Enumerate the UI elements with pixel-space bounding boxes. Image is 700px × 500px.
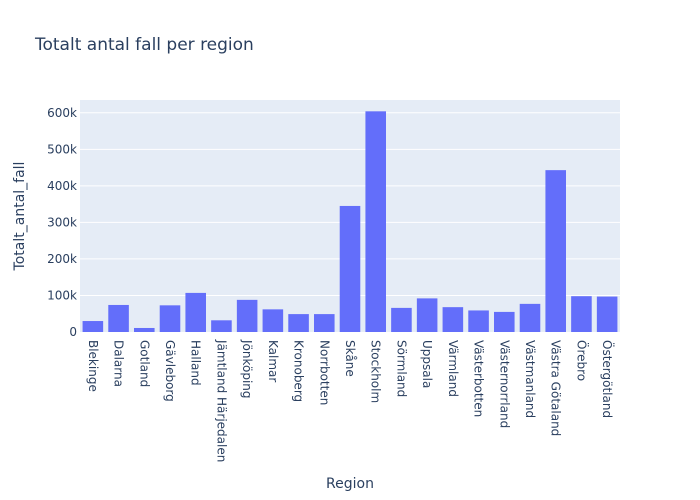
y-tick-label: 500k [47, 142, 77, 156]
x-tick-label: Västernorrland [497, 340, 511, 428]
bar [108, 304, 129, 332]
x-tick-label: Gävleborg [163, 340, 177, 402]
y-tick-label: 100k [47, 288, 77, 302]
x-tick-label: Gotland [137, 340, 151, 387]
x-tick-label: Kalmar [266, 340, 280, 382]
bar [545, 170, 566, 332]
x-tick-label: Västmanland [523, 340, 537, 418]
bar [468, 310, 489, 332]
bar [185, 292, 206, 332]
bar [339, 205, 361, 332]
y-tick-label: 0 [69, 325, 77, 339]
bar [288, 314, 309, 332]
bar [416, 298, 438, 332]
y-tick-label: 300k [47, 215, 77, 229]
bar [236, 299, 258, 332]
x-tick-label: Uppsala [420, 340, 434, 388]
x-tick-label: Kronoberg [292, 340, 306, 402]
bar [262, 309, 284, 332]
x-axis-title: Region [326, 476, 374, 492]
bar [82, 321, 104, 332]
x-tick-label: Dalarna [112, 340, 126, 387]
x-tick-label: Värmland [446, 340, 460, 397]
x-tick-label: Sörmland [394, 340, 408, 397]
bar [365, 111, 386, 332]
x-tick-label: Västerbotten [472, 340, 486, 417]
bar [211, 320, 232, 332]
x-tick-label: Västra Götaland [549, 340, 563, 436]
bar [159, 305, 181, 332]
y-tick-labels: 0 100k 200k 300k 400k 500k 600k [47, 106, 77, 339]
x-tick-label: Halland [189, 340, 203, 386]
y-tick-label: 200k [47, 252, 77, 266]
x-tick-label: Blekinge [86, 340, 100, 392]
x-tick-label: Skåne [343, 340, 357, 377]
bar [314, 314, 335, 332]
bar [596, 296, 618, 332]
y-tick-label: 600k [47, 106, 77, 120]
bar [134, 327, 155, 332]
chart-title: Totalt antal fall per region [34, 35, 254, 55]
x-tick-label: Östergötland [600, 340, 616, 418]
bar [571, 296, 592, 332]
bar [391, 307, 412, 332]
y-tick-label: 400k [47, 179, 77, 193]
x-tick-label: Norrbotten [317, 340, 331, 405]
x-tick-label: Stockholm [369, 340, 383, 403]
bar [442, 307, 464, 332]
bar [494, 311, 515, 332]
bars [82, 111, 618, 332]
y-axis-title: Totalt_antal_fall [12, 162, 28, 272]
bar [519, 303, 541, 332]
x-tick-label: Örebro [574, 340, 590, 381]
x-tick-label: Jämtland Härjedalen [214, 339, 228, 462]
x-tick-labels: Blekinge Dalarna Gotland Gävleborg Halland Jä… [86, 339, 616, 462]
x-tick-label: Jönköping [240, 339, 254, 399]
